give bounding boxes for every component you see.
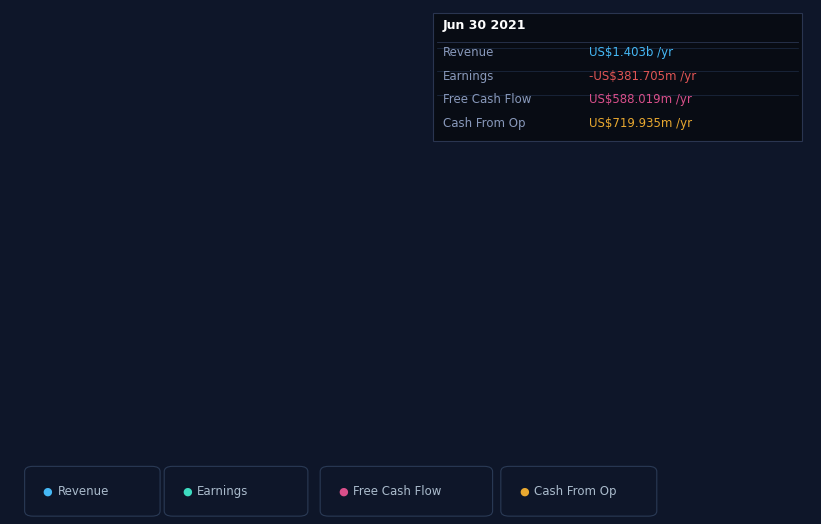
Text: US$588.019m /yr: US$588.019m /yr xyxy=(589,93,691,106)
Bar xyxy=(470,144,817,432)
Bar xyxy=(53,144,470,432)
Text: Earnings: Earnings xyxy=(443,70,494,83)
Text: US$1.403b /yr: US$1.403b /yr xyxy=(589,46,672,59)
Text: US$719.935m /yr: US$719.935m /yr xyxy=(589,117,692,130)
Text: Revenue: Revenue xyxy=(443,46,494,59)
Bar xyxy=(184,144,470,432)
Text: ●: ● xyxy=(182,486,192,496)
Text: Cash From Op: Cash From Op xyxy=(534,485,616,498)
Text: Cash From Op: Cash From Op xyxy=(443,117,525,130)
Text: -US$381.705m /yr: -US$381.705m /yr xyxy=(589,70,696,83)
Text: Free Cash Flow: Free Cash Flow xyxy=(443,93,531,106)
Text: US$4b: US$4b xyxy=(9,170,49,183)
Text: Revenue: Revenue xyxy=(57,485,109,498)
Text: Analysts Forecasts: Analysts Forecasts xyxy=(478,153,594,166)
Text: ●: ● xyxy=(338,486,348,496)
Text: ●: ● xyxy=(519,486,529,496)
Text: -US$500m: -US$500m xyxy=(0,416,49,429)
Text: Past: Past xyxy=(437,153,462,166)
Text: US$0: US$0 xyxy=(16,389,49,402)
Text: Jun 30 2021: Jun 30 2021 xyxy=(443,19,526,32)
Text: Free Cash Flow: Free Cash Flow xyxy=(353,485,442,498)
Text: ●: ● xyxy=(43,486,53,496)
Text: Earnings: Earnings xyxy=(197,485,249,498)
